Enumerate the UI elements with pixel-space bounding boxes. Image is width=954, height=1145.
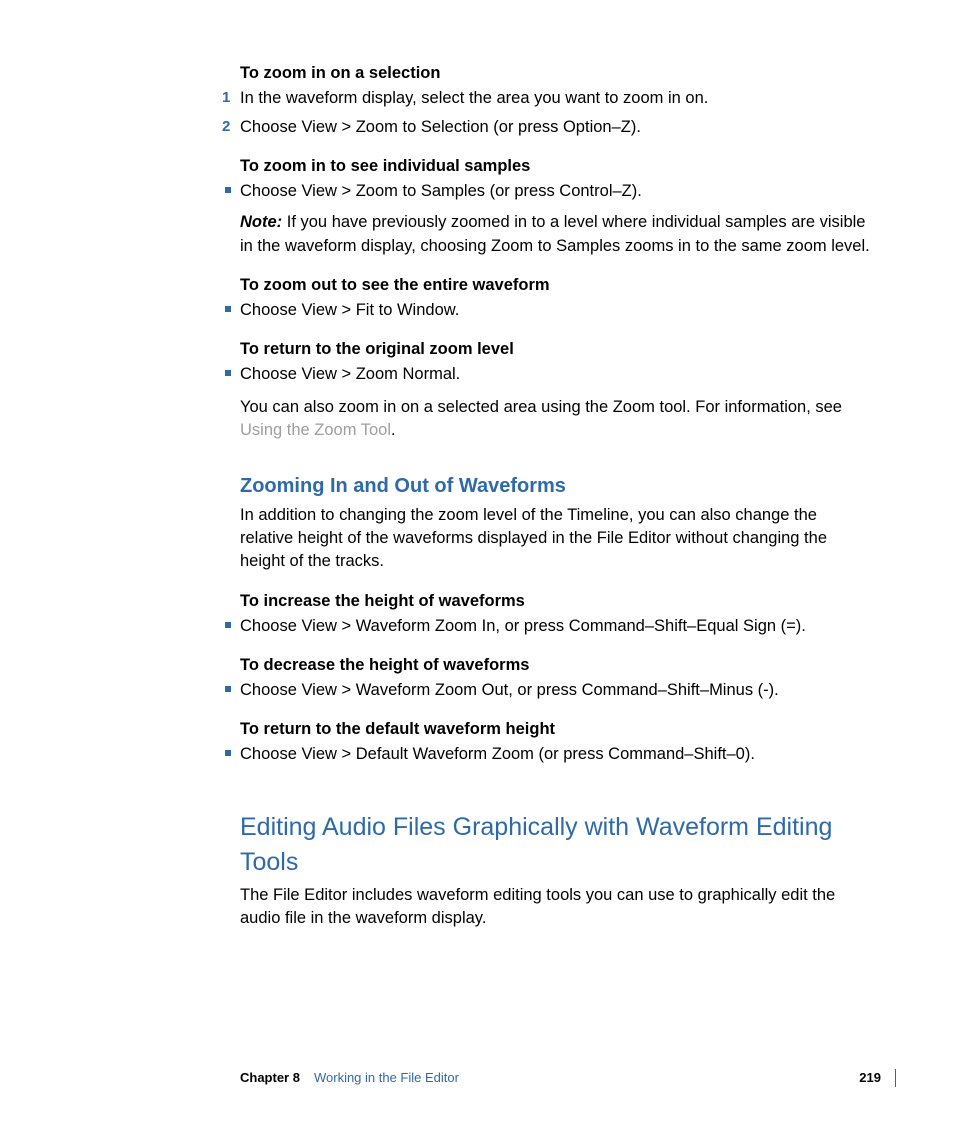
- bullet-text: Choose View > Fit to Window.: [240, 301, 459, 319]
- bullet-icon: [225, 750, 231, 756]
- bullet-icon: [225, 622, 231, 628]
- note-label: Note:: [240, 213, 282, 231]
- step-number: 1: [222, 87, 230, 108]
- bullet-text: Choose View > Zoom to Samples (or press …: [240, 182, 642, 200]
- task-title-zoom-out-entire: To zoom out to see the entire waveform: [240, 274, 874, 297]
- list-item: Choose View > Fit to Window.: [240, 299, 874, 322]
- bullet-icon: [225, 686, 231, 692]
- intro-editing-tools: The File Editor includes waveform editin…: [240, 884, 874, 930]
- bullet-wave-default: Choose View > Default Waveform Zoom (or …: [240, 743, 874, 766]
- para-prefix: You can also zoom in on a selected area …: [240, 398, 842, 416]
- bullet-text: Choose View > Waveform Zoom In, or press…: [240, 617, 806, 635]
- step-text: In the waveform display, select the area…: [240, 89, 708, 107]
- task-title-wave-default: To return to the default waveform height: [240, 718, 874, 741]
- bullet-zoom-in-samples: Choose View > Zoom to Samples (or press …: [240, 180, 874, 203]
- task-title-zoom-in-samples: To zoom in to see individual samples: [240, 155, 874, 178]
- task-title-zoom-return-orig: To return to the original zoom level: [240, 338, 874, 361]
- task-title-zoom-in-selection: To zoom in on a selection: [240, 62, 874, 85]
- bullet-icon: [225, 370, 231, 376]
- para-zoom-tool-ref: You can also zoom in on a selected area …: [240, 396, 874, 442]
- bullet-icon: [225, 187, 231, 193]
- page-footer: Chapter 8 Working in the File Editor 219: [0, 1069, 954, 1087]
- task-title-wave-increase: To increase the height of waveforms: [240, 590, 874, 613]
- step-1: 1In the waveform display, select the are…: [240, 87, 874, 110]
- bullet-text: Choose View > Default Waveform Zoom (or …: [240, 745, 755, 763]
- page-content: To zoom in on a selection 1In the wavefo…: [0, 0, 954, 930]
- footer-page-number: 219: [845, 1069, 881, 1087]
- bullet-text: Choose View > Waveform Zoom Out, or pres…: [240, 681, 779, 699]
- footer-chapter-label: Chapter 8: [240, 1069, 300, 1087]
- note-zoom-samples: Note: If you have previously zoomed in t…: [240, 211, 874, 257]
- bullet-zoom-return-orig: Choose View > Zoom Normal.: [240, 363, 874, 386]
- para-suffix: .: [391, 421, 396, 439]
- bullet-text: Choose View > Zoom Normal.: [240, 365, 460, 383]
- step-text: Choose View > Zoom to Selection (or pres…: [240, 118, 641, 136]
- list-item: Choose View > Waveform Zoom Out, or pres…: [240, 679, 874, 702]
- list-item: Choose View > Waveform Zoom In, or press…: [240, 615, 874, 638]
- list-item: Choose View > Zoom to Samples (or press …: [240, 180, 874, 203]
- footer-inner: Chapter 8 Working in the File Editor 219: [240, 1069, 896, 1087]
- list-item: Choose View > Default Waveform Zoom (or …: [240, 743, 874, 766]
- steps-zoom-in-selection: 1In the waveform display, select the are…: [240, 87, 874, 139]
- footer-chapter-title: Working in the File Editor: [314, 1069, 459, 1087]
- note-body: If you have previously zoomed in to a le…: [240, 213, 870, 254]
- bullet-icon: [225, 306, 231, 312]
- step-number: 2: [222, 116, 230, 137]
- bullet-wave-increase: Choose View > Waveform Zoom In, or press…: [240, 615, 874, 638]
- bullet-zoom-out-entire: Choose View > Fit to Window.: [240, 299, 874, 322]
- step-2: 2Choose View > Zoom to Selection (or pre…: [240, 116, 874, 139]
- task-title-wave-decrease: To decrease the height of waveforms: [240, 654, 874, 677]
- link-using-zoom-tool[interactable]: Using the Zoom Tool: [240, 421, 391, 439]
- heading-editing-tools: Editing Audio Files Graphically with Wav…: [240, 810, 874, 880]
- heading-zoom-waveforms: Zooming In and Out of Waveforms: [240, 472, 874, 500]
- list-item: Choose View > Zoom Normal.: [240, 363, 874, 386]
- bullet-wave-decrease: Choose View > Waveform Zoom Out, or pres…: [240, 679, 874, 702]
- intro-zoom-waveforms: In addition to changing the zoom level o…: [240, 504, 874, 573]
